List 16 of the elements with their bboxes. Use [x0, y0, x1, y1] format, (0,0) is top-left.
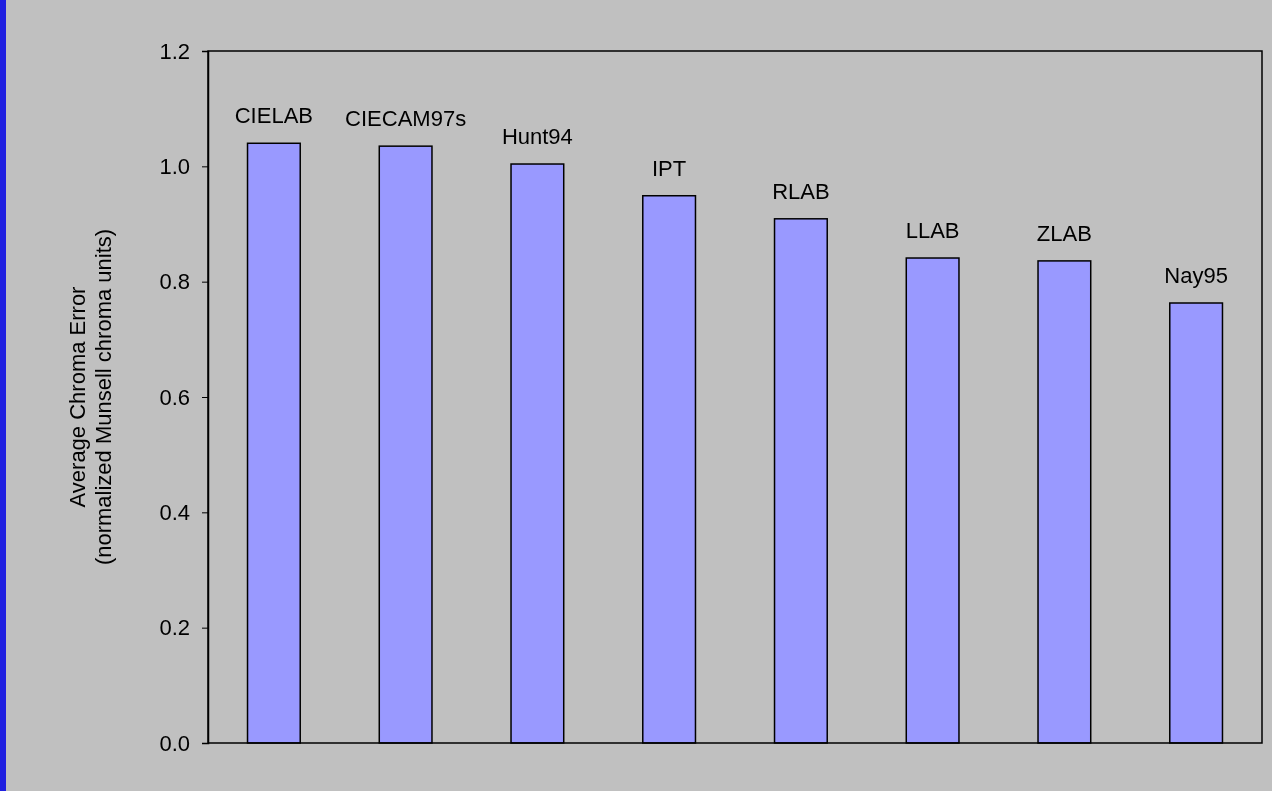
- x-tick-label: CIECAM97s: [345, 106, 467, 132]
- y-tick-label: 1.2: [159, 38, 190, 64]
- y-tick-label: 0.0: [159, 730, 190, 756]
- x-tick-label: IPT: [652, 155, 687, 181]
- y-tick-label: 1.0: [159, 153, 190, 179]
- y-tick-label: 0.6: [159, 384, 190, 410]
- x-tick-label: ZLAB: [1036, 220, 1092, 246]
- y-tick-label: 0.2: [159, 615, 190, 641]
- x-tick-label: Hunt94: [501, 124, 573, 150]
- x-tick-label: Nay95: [1164, 263, 1228, 288]
- y-axis-title: Average Chroma Error (normalized Munsell chroma units): [65, 228, 116, 566]
- x-tick-label: LLAB: [905, 218, 960, 244]
- x-tick-label: CIELAB: [234, 103, 314, 129]
- x-tick-label: RLAB: [772, 178, 830, 204]
- y-tick-label: 0.4: [159, 499, 190, 525]
- y-tick-label: 0.8: [159, 269, 190, 295]
